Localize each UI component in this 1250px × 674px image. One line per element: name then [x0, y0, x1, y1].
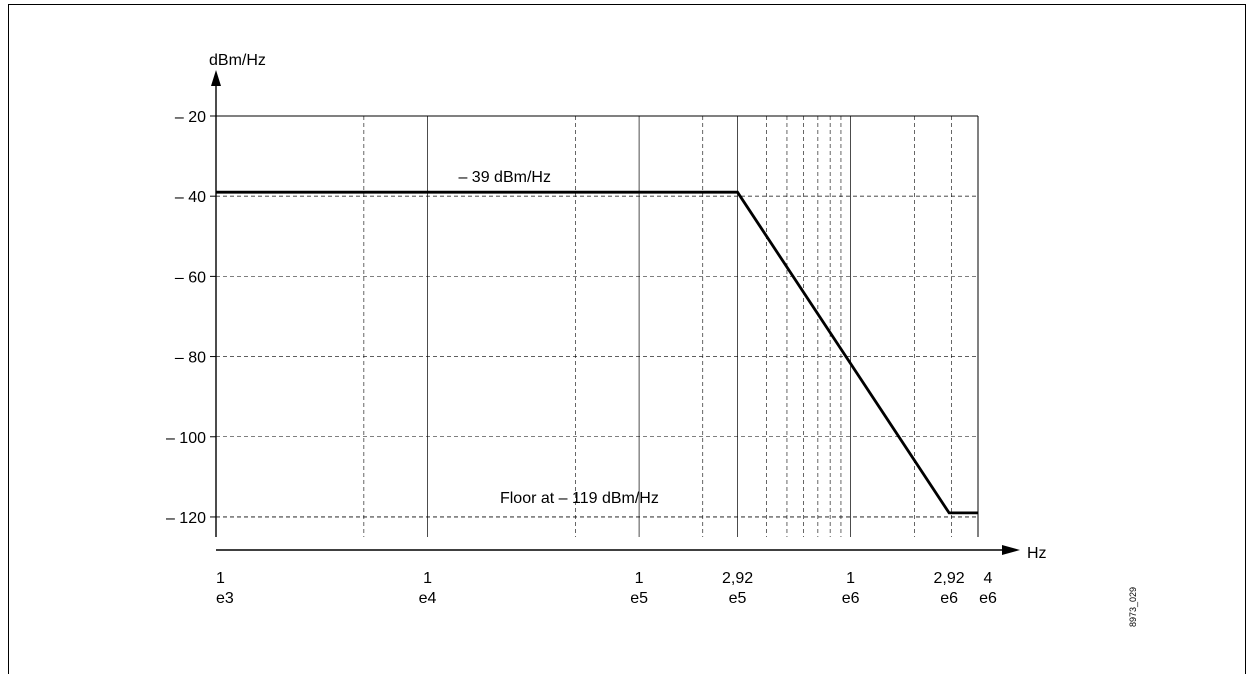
y-axis-arrow: [211, 70, 221, 86]
x-tick-label: 4: [984, 570, 993, 587]
x-tick-label: 2,92: [722, 570, 753, 587]
x-tick-exponent-label: e5: [630, 590, 648, 607]
series: [216, 190, 978, 515]
x-tick-label: 2,92: [934, 570, 965, 587]
y-tick-label: – 100: [166, 430, 206, 447]
annotation-floor: Floor at – 119 dBm/Hz: [500, 490, 659, 507]
x-tick-label: 1: [423, 570, 432, 587]
y-tick-label: – 80: [175, 350, 206, 367]
y-tick-label: – 60: [175, 269, 206, 286]
x-tick-exponent-label: e6: [842, 590, 860, 607]
x-tick-label: 1: [216, 570, 225, 587]
figure-id: 8973_029: [1128, 587, 1138, 627]
axes: [210, 70, 1020, 555]
y-tick-label: – 20: [175, 109, 206, 126]
x-tick-exponent-label: e6: [940, 590, 958, 607]
x-tick-label: 1: [635, 570, 644, 587]
x-axis-arrow: [1002, 545, 1020, 555]
y-tick-label: – 40: [175, 189, 206, 206]
x-tick-exponent-label: e4: [419, 590, 437, 607]
grid: [216, 115, 978, 537]
chart-svg: dBm/Hz Hz 8973_029 – 20 – 40 – 60 – 80 – 100…: [166, 52, 1138, 627]
x-tick-exponent-label: e6: [979, 590, 997, 607]
y-tick-label: – 120: [166, 510, 206, 527]
y-axis-label: dBm/Hz: [209, 52, 266, 69]
labels: dBm/Hz Hz 8973_029 – 20 – 40 – 60 – 80 – 100…: [166, 52, 1138, 627]
x-tick-label: 1: [846, 570, 855, 587]
x-axis-label: Hz: [1027, 545, 1047, 562]
x-tick-exponent-label: e5: [729, 590, 747, 607]
figure-frame: [8, 4, 1246, 674]
annotation-level: – 39 dBm/Hz: [458, 169, 550, 186]
psd-mask-line: [216, 190, 978, 515]
x-tick-exponent-label: e3: [216, 590, 234, 607]
